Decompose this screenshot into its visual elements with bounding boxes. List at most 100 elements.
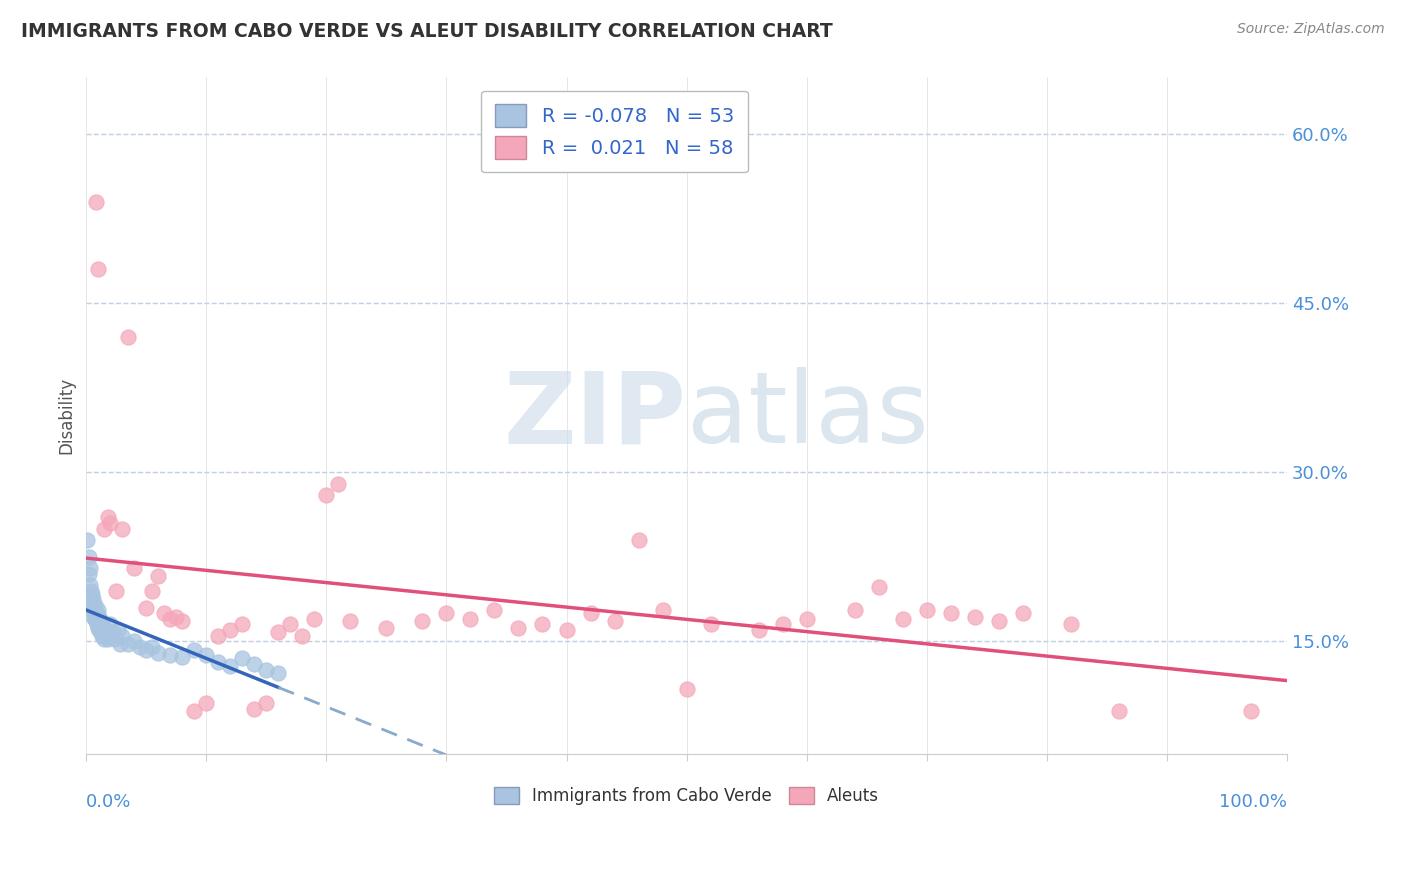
Point xyxy=(82,587,104,601)
Y-axis label: Disability: Disability xyxy=(58,377,75,454)
Point xyxy=(108,637,131,651)
Point xyxy=(627,533,650,547)
Point xyxy=(915,603,938,617)
Point xyxy=(963,609,986,624)
Point xyxy=(579,606,602,620)
Point xyxy=(254,663,277,677)
Point xyxy=(868,580,890,594)
Point xyxy=(93,632,115,647)
Point xyxy=(86,617,108,632)
Point xyxy=(172,614,194,628)
Point xyxy=(79,578,101,592)
Point xyxy=(508,621,530,635)
Point xyxy=(124,634,146,648)
Point xyxy=(411,614,433,628)
Point xyxy=(84,194,107,209)
Point xyxy=(86,607,108,622)
Point xyxy=(117,637,139,651)
Point xyxy=(254,697,277,711)
Point xyxy=(375,621,398,635)
Point xyxy=(651,603,673,617)
Point xyxy=(97,632,120,647)
Point xyxy=(141,640,163,654)
Point xyxy=(207,629,229,643)
Point xyxy=(748,623,770,637)
Point xyxy=(555,623,578,637)
Point xyxy=(195,648,218,662)
Point xyxy=(98,617,121,632)
Point xyxy=(82,609,104,624)
Point xyxy=(77,549,100,564)
Point xyxy=(243,702,266,716)
Point xyxy=(91,621,114,635)
Point xyxy=(129,640,152,654)
Point xyxy=(94,625,117,640)
Point xyxy=(796,612,818,626)
Point xyxy=(93,623,115,637)
Point xyxy=(124,561,146,575)
Text: Source: ZipAtlas.com: Source: ZipAtlas.com xyxy=(1237,22,1385,37)
Point xyxy=(172,650,194,665)
Point xyxy=(165,609,187,624)
Point xyxy=(339,614,361,628)
Point xyxy=(90,614,112,628)
Point xyxy=(141,583,163,598)
Point xyxy=(96,629,118,643)
Point xyxy=(195,697,218,711)
Legend: Immigrants from Cabo Verde, Aleuts: Immigrants from Cabo Verde, Aleuts xyxy=(485,779,887,814)
Point xyxy=(219,659,242,673)
Point xyxy=(76,533,98,547)
Text: 0.0%: 0.0% xyxy=(86,793,132,811)
Point xyxy=(82,603,104,617)
Point xyxy=(93,522,115,536)
Point xyxy=(183,704,205,718)
Point xyxy=(83,612,105,626)
Point xyxy=(231,651,253,665)
Point xyxy=(90,617,112,632)
Point xyxy=(436,606,458,620)
Point xyxy=(80,583,103,598)
Point xyxy=(111,629,134,643)
Point xyxy=(135,600,157,615)
Point xyxy=(98,516,121,530)
Point xyxy=(111,522,134,536)
Point xyxy=(159,648,181,662)
Point xyxy=(304,612,326,626)
Point xyxy=(1060,617,1083,632)
Point xyxy=(97,510,120,524)
Point xyxy=(243,657,266,671)
Text: 100.0%: 100.0% xyxy=(1219,793,1286,811)
Point xyxy=(183,643,205,657)
Point xyxy=(1011,606,1033,620)
Point xyxy=(603,614,626,628)
Point xyxy=(207,655,229,669)
Point xyxy=(148,646,170,660)
Point xyxy=(280,617,302,632)
Point xyxy=(87,621,110,635)
Point xyxy=(79,561,101,575)
Point xyxy=(153,606,176,620)
Point xyxy=(328,476,350,491)
Point xyxy=(699,617,721,632)
Text: atlas: atlas xyxy=(686,368,928,465)
Point xyxy=(1108,704,1130,718)
Point xyxy=(105,583,128,598)
Point xyxy=(844,603,866,617)
Point xyxy=(87,262,110,277)
Point xyxy=(84,605,107,619)
Point xyxy=(90,629,112,643)
Point xyxy=(90,625,112,640)
Point xyxy=(107,623,129,637)
Point xyxy=(675,681,697,696)
Point xyxy=(117,330,139,344)
Point xyxy=(135,643,157,657)
Point xyxy=(531,617,554,632)
Point xyxy=(315,488,337,502)
Point xyxy=(82,591,104,606)
Point xyxy=(80,595,103,609)
Point xyxy=(83,599,105,613)
Point xyxy=(77,566,100,581)
Text: ZIP: ZIP xyxy=(503,368,686,465)
Point xyxy=(891,612,914,626)
Point xyxy=(291,629,314,643)
